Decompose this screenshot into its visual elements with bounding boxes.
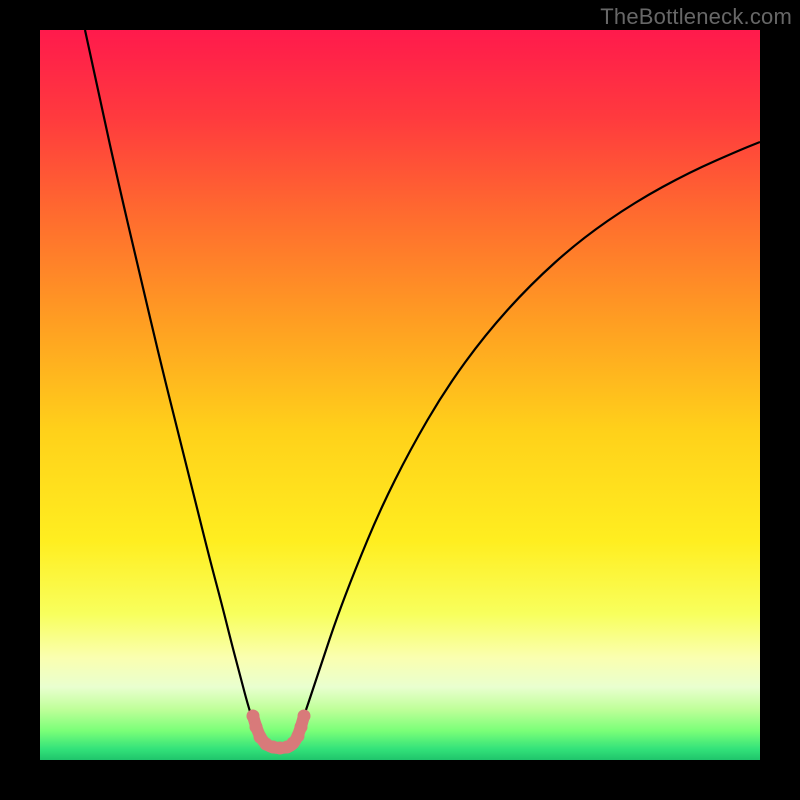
chart-container: TheBottleneck.com	[0, 0, 800, 800]
valley-marker-dot	[295, 721, 308, 734]
watermark-text: TheBottleneck.com	[600, 4, 792, 30]
plot-area	[40, 30, 760, 760]
curve-overlay	[40, 30, 760, 760]
curve-right	[300, 142, 760, 727]
curve-left	[85, 30, 255, 727]
valley-marker-dot	[298, 710, 311, 723]
valley-marker-dot	[247, 710, 260, 723]
